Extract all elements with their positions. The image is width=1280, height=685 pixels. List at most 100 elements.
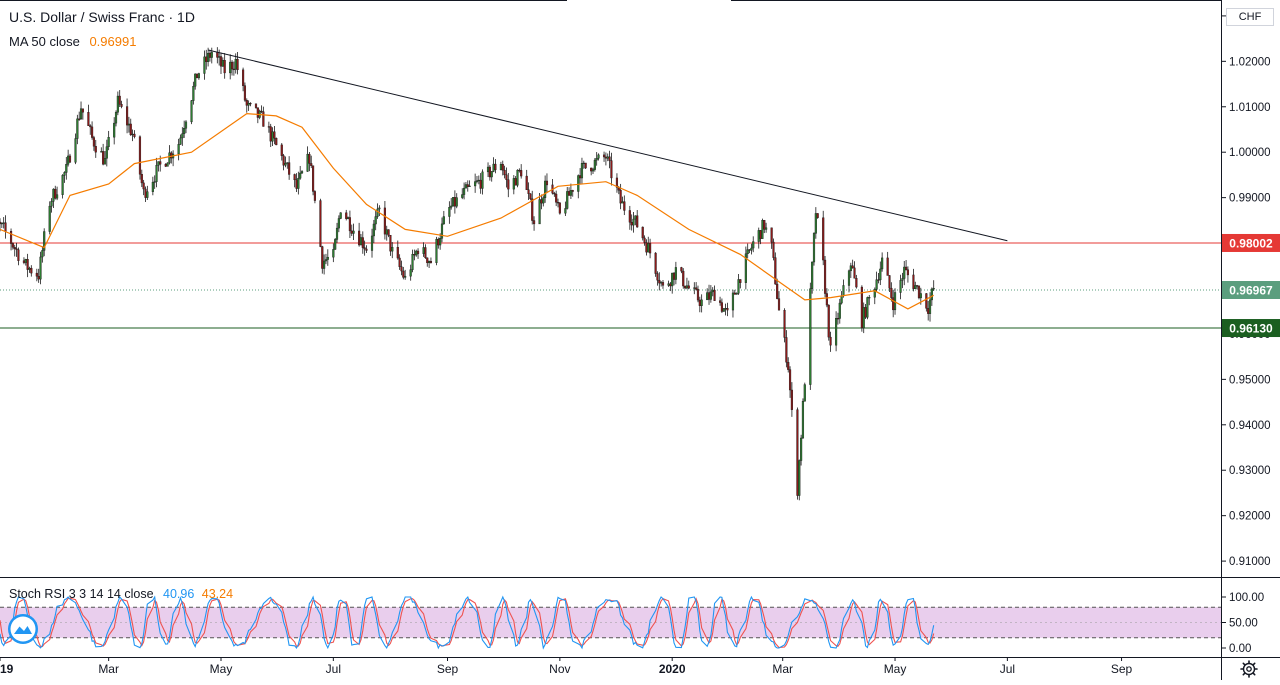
candle-bull — [765, 227, 768, 230]
candle-bear — [788, 369, 792, 391]
candle-bull — [234, 58, 237, 70]
candle-bull — [516, 169, 519, 186]
candle-bear — [658, 279, 661, 284]
candle-bear — [772, 241, 775, 258]
candle-bull — [56, 194, 59, 199]
time-tick-label: Sep — [437, 662, 459, 676]
candle-bear — [262, 111, 265, 127]
candle-bull — [61, 175, 64, 195]
candle-bear — [170, 152, 173, 159]
candle-bear — [698, 299, 701, 306]
price-tick-label: 0.92000 — [1229, 511, 1271, 523]
candle-bear — [590, 167, 593, 172]
candle-bull — [542, 197, 545, 204]
candle-bear — [125, 106, 129, 126]
candle-bear — [623, 201, 626, 211]
candle-bear — [927, 308, 930, 314]
tradingview-logo-icon[interactable] — [7, 613, 39, 645]
candle-bull — [490, 171, 493, 178]
candle-bull — [376, 208, 379, 217]
candle-bear — [748, 249, 751, 251]
candle-bull — [286, 162, 289, 164]
symbol-title: U.S. Dollar / Swiss Franc · 1D — [9, 9, 195, 25]
candle-bull — [632, 218, 635, 226]
candle-bull — [814, 213, 817, 234]
candle-bear — [81, 108, 84, 113]
candle-bull — [451, 197, 455, 207]
candle-bear — [89, 125, 92, 128]
candle-bear — [54, 188, 57, 199]
candle-bear — [905, 266, 908, 270]
candle-bull — [932, 288, 935, 290]
candle-bull — [914, 285, 917, 289]
candle-bear — [608, 156, 611, 161]
candle-bear — [888, 275, 891, 289]
candle-bear — [256, 107, 259, 118]
candle-bear — [0, 221, 2, 224]
candle-bear — [387, 229, 390, 236]
candle-bear — [610, 160, 613, 179]
candle-bull — [114, 112, 118, 124]
candle-bear — [567, 191, 571, 196]
candle-bull — [359, 237, 363, 246]
candle-bull — [752, 241, 755, 249]
candle-bear — [68, 155, 72, 163]
candle-bull — [577, 175, 580, 192]
candle-bear — [365, 248, 368, 251]
currency-label[interactable]: CHF — [1226, 8, 1274, 26]
candle-bear — [829, 336, 832, 346]
gear-icon[interactable] — [1240, 660, 1258, 678]
candle-bear — [656, 273, 659, 281]
candle-bear — [707, 292, 711, 300]
candle-bear — [26, 259, 29, 270]
candle-bear — [243, 85, 247, 101]
candle-bear — [488, 166, 491, 178]
candle-bull — [203, 56, 206, 74]
candle-bull — [391, 246, 394, 252]
candle-bull — [334, 239, 337, 250]
candle-bear — [864, 307, 867, 318]
candle-bull — [247, 102, 250, 106]
candle-bull — [339, 212, 342, 219]
candle-bull — [378, 207, 381, 210]
candle-bull — [879, 268, 882, 281]
price-level-badge — [1222, 233, 1280, 252]
candle-bull — [155, 165, 158, 182]
candle-bull — [168, 152, 171, 164]
candle-bull — [2, 222, 5, 224]
candle-bear — [886, 257, 889, 276]
candle-bear — [91, 126, 94, 138]
candle-bull — [711, 289, 714, 293]
candle-bull — [811, 261, 814, 289]
candle-bear — [37, 276, 40, 280]
candle-bull — [28, 267, 31, 270]
time-tick-label: May — [210, 662, 233, 676]
price-tick-label: 1.00000 — [1229, 147, 1271, 159]
candle-bull — [385, 229, 388, 235]
candle-bull — [464, 184, 468, 189]
candle-bull — [103, 158, 107, 165]
candle-bull — [731, 292, 735, 311]
candle-bull — [597, 154, 600, 159]
candle-bull — [569, 190, 572, 196]
candle-bull — [761, 220, 764, 239]
candle-bull — [875, 279, 878, 290]
candle-bull — [595, 157, 598, 161]
candle-bear — [282, 155, 285, 166]
candle-bear — [739, 279, 742, 283]
price-level-badge-label: 0.96967 — [1229, 283, 1273, 297]
candle-bull — [146, 191, 149, 198]
candle-bear — [242, 69, 245, 86]
candle-bull — [512, 178, 515, 190]
candle-bear — [348, 217, 351, 232]
candle-bull — [899, 280, 902, 293]
candle-bull — [919, 293, 922, 299]
candle-bull — [798, 460, 801, 496]
candle-bear — [9, 231, 13, 244]
candle-bear — [424, 247, 427, 259]
candle-bull — [448, 207, 451, 217]
candle-bull — [183, 127, 186, 134]
